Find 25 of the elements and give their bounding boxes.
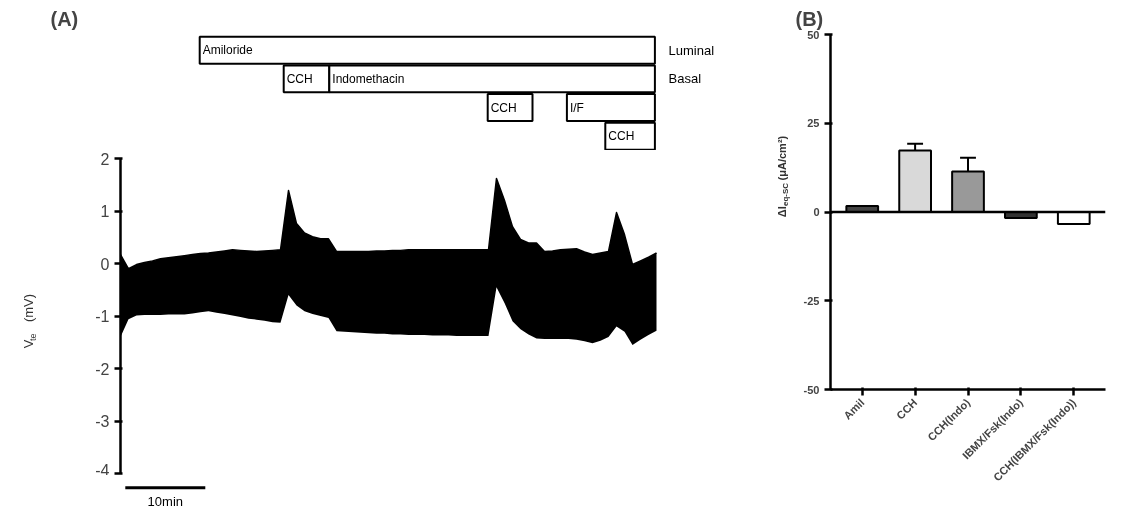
y-tick-label: -50 — [803, 383, 820, 396]
text: Amiloride — [202, 43, 254, 58]
y-tick-label: 0 — [100, 255, 110, 273]
text: Vte (mV) — [21, 293, 38, 349]
text: CCH — [286, 71, 313, 86]
y-tick-label: -1 — [95, 308, 110, 325]
y-tick-label: 0 — [813, 206, 820, 218]
y-axis-title: ΔIeq-SC (μA/cm²) — [775, 135, 790, 218]
chart-title: (B) — [795, 7, 824, 30]
y-tick-label: 25 — [807, 117, 820, 130]
chart-title: (A) — [50, 7, 79, 30]
y-tick-label: -4 — [95, 461, 110, 479]
y-tick-label: -2 — [95, 360, 110, 378]
y-tick-label: 2 — [100, 150, 110, 168]
text: Luminal — [668, 42, 715, 58]
y-tick-label: 1 — [100, 203, 110, 220]
text: CCH — [608, 129, 635, 144]
text: Basal — [668, 71, 702, 87]
text: Indomethacin — [332, 71, 405, 86]
text: I/F — [569, 100, 584, 115]
y-tick-label: -3 — [95, 413, 110, 430]
y-tick-label: 50 — [807, 28, 820, 41]
text: CCH — [490, 100, 517, 115]
text: 10min — [147, 493, 184, 509]
y-tick-label: -25 — [803, 294, 820, 307]
